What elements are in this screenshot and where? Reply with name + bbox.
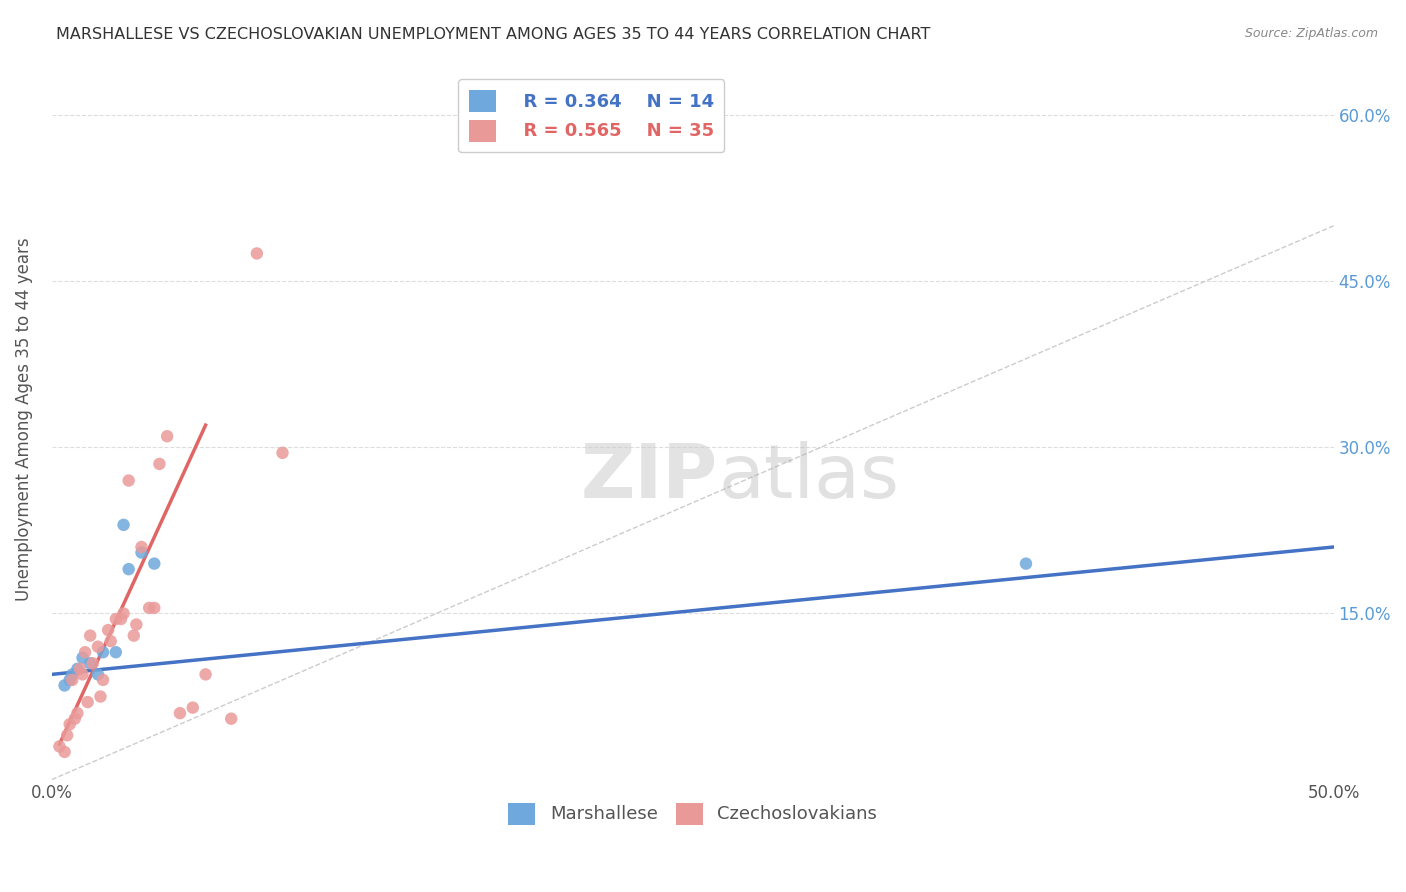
Point <box>122 629 145 643</box>
Point <box>56 728 79 742</box>
Point <box>59 717 82 731</box>
Point <box>60 673 83 687</box>
Point <box>131 540 153 554</box>
Point <box>143 557 166 571</box>
Point <box>148 457 170 471</box>
Point <box>82 657 104 671</box>
Legend: Marshallese, Czechoslovakians: Marshallese, Czechoslovakians <box>498 792 889 836</box>
Point <box>79 657 101 671</box>
Text: Source: ZipAtlas.com: Source: ZipAtlas.com <box>1244 27 1378 40</box>
Point <box>72 650 94 665</box>
Point <box>143 601 166 615</box>
Point <box>91 673 114 687</box>
Point <box>110 612 132 626</box>
Point <box>72 667 94 681</box>
Text: MARSHALLESE VS CZECHOSLOVAKIAN UNEMPLOYMENT AMONG AGES 35 TO 44 YEARS CORRELATIO: MARSHALLESE VS CZECHOSLOVAKIAN UNEMPLOYM… <box>56 27 931 42</box>
Point <box>76 695 98 709</box>
Point <box>91 645 114 659</box>
Point <box>66 706 89 720</box>
Point <box>48 739 70 754</box>
Point <box>194 667 217 681</box>
Point <box>97 623 120 637</box>
Point <box>60 667 83 681</box>
Point <box>66 662 89 676</box>
Point <box>169 706 191 720</box>
Point <box>100 634 122 648</box>
Point <box>59 673 82 687</box>
Point <box>118 562 141 576</box>
Text: ZIP: ZIP <box>581 441 718 514</box>
Point <box>69 662 91 676</box>
Point <box>131 545 153 559</box>
Point <box>112 607 135 621</box>
Point <box>53 678 76 692</box>
Point <box>156 429 179 443</box>
Point <box>87 640 110 654</box>
Text: atlas: atlas <box>718 441 900 514</box>
Point <box>63 712 86 726</box>
Point <box>104 612 127 626</box>
Point <box>125 617 148 632</box>
Point <box>87 667 110 681</box>
Point <box>104 645 127 659</box>
Point <box>219 712 242 726</box>
Point <box>112 517 135 532</box>
Point <box>118 474 141 488</box>
Point <box>246 246 269 260</box>
Point <box>53 745 76 759</box>
Point <box>181 700 204 714</box>
Point <box>79 629 101 643</box>
Point <box>75 645 97 659</box>
Point <box>1015 557 1038 571</box>
Y-axis label: Unemployment Among Ages 35 to 44 years: Unemployment Among Ages 35 to 44 years <box>15 238 32 601</box>
Point <box>89 690 111 704</box>
Point <box>271 446 294 460</box>
Point <box>138 601 160 615</box>
